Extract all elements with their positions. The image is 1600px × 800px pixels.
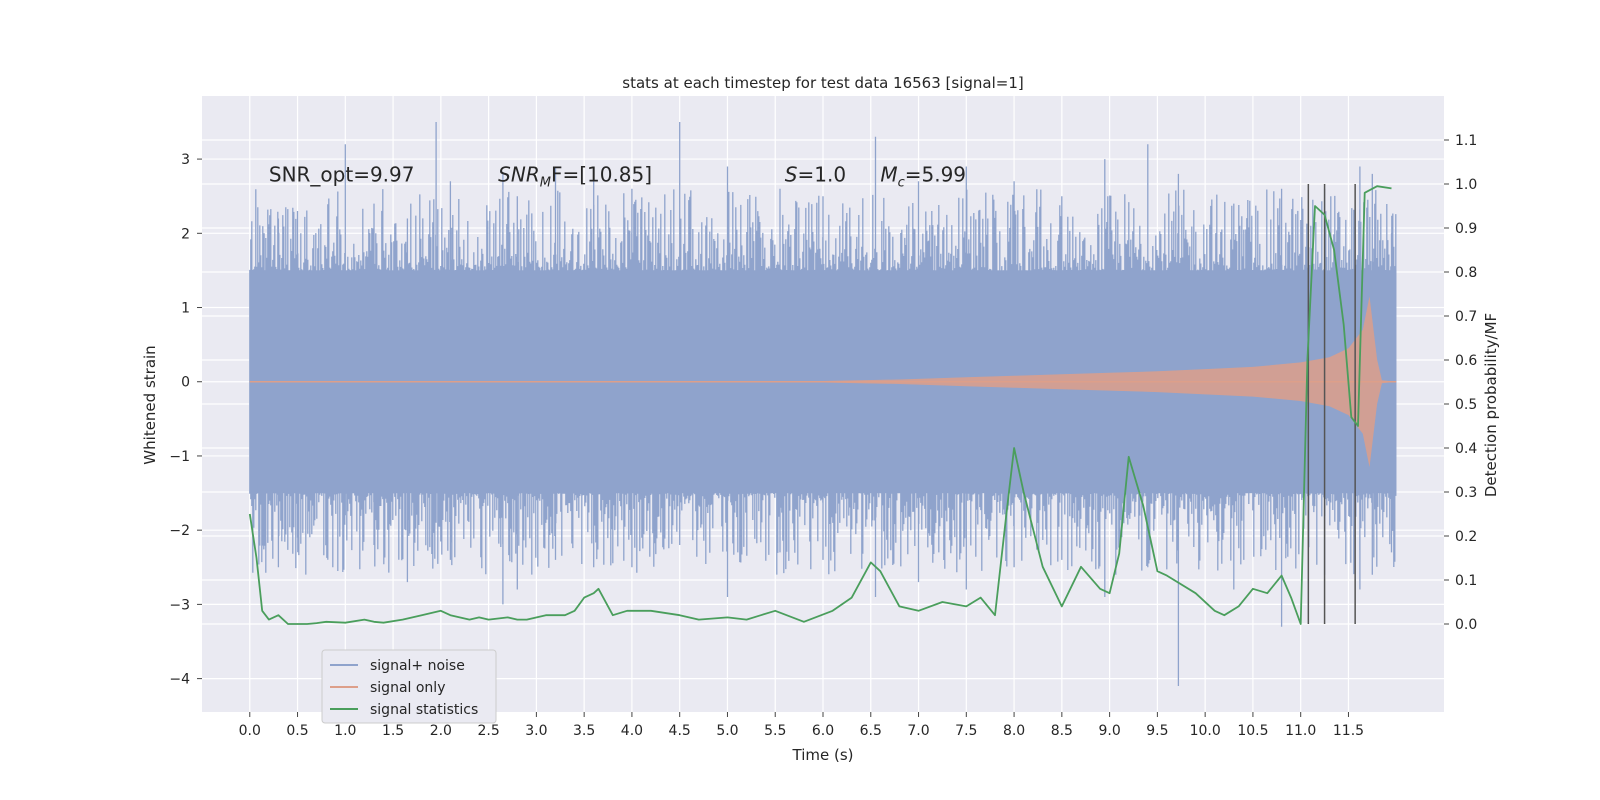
y2-tick-label-7: 0.7 [1455,309,1477,325]
x-tick-label-8: 4.0 [621,723,643,739]
y-tick-label-0: −4 [169,672,190,688]
annotations: SNR_opt=9.97 SNRMF=[10.85] S=1.0 Mc=5.99 [269,162,966,190]
x-tick-label-23: 11.5 [1333,723,1364,739]
annotation-1: SNRMF=[10.85] [498,162,652,190]
x-axis-label: Time (s) [792,746,854,764]
y2-tick-label-10: 1.0 [1455,177,1477,193]
vertical-markers [1307,184,1356,624]
x-tick-label-3: 1.5 [382,723,404,739]
x-tick-label-2: 1.0 [334,723,356,739]
annotation-2: S=1.0 [785,162,846,186]
x-tick-label-10: 5.0 [716,723,738,739]
y-tick-label-1: −3 [169,597,190,613]
y-axis-ticks: −4 −3 −2 −1 0 1 2 3 [169,152,202,688]
y2-tick-label-0: 0.0 [1455,617,1477,633]
y2-tick-label-9: 0.9 [1455,221,1477,237]
x-tick-label-0: 0.0 [239,723,261,739]
x-axis-ticks: 0.0 0.5 1.0 1.5 2.0 2.5 3.0 3.5 4.0 4.5 5.0 5.5 6.0 6… [239,712,1364,739]
x-tick-label-22: 11.0 [1285,723,1316,739]
y-tick-label-4: 0 [181,375,190,391]
x-tick-label-16: 8.0 [1003,723,1025,739]
x-tick-label-17: 8.5 [1051,723,1073,739]
y-axis-label: Whitened strain [141,345,159,464]
x-tick-label-18: 9.0 [1098,723,1120,739]
x-tick-label-20: 10.0 [1190,723,1221,739]
stats-line [248,185,1392,625]
series-signal-statistics [248,185,1392,625]
y2-tick-label-11: 1.1 [1455,133,1477,149]
legend-label-1: signal only [370,680,445,696]
x-tick-label-4: 2.0 [430,723,452,739]
y-tick-label-6: 2 [181,226,190,242]
series-signal-only [249,296,1397,468]
x-tick-label-9: 4.5 [669,723,691,739]
x-tick-label-13: 6.5 [860,723,882,739]
x-tick-label-5: 2.5 [477,723,499,739]
x-tick-label-12: 6.0 [812,723,834,739]
y2-tick-label-6: 0.6 [1455,353,1477,369]
y-tick-label-3: −1 [169,449,190,465]
annotation-3: Mc=5.99 [880,162,966,190]
y-tick-label-5: 1 [181,301,190,317]
x-tick-label-11: 5.5 [764,723,786,739]
y2-tick-label-8: 0.8 [1455,265,1477,281]
y2-tick-label-5: 0.5 [1455,397,1477,413]
y2-tick-label-2: 0.2 [1455,529,1477,545]
x-tick-label-14: 7.0 [907,723,929,739]
x-tick-label-19: 9.5 [1146,723,1168,739]
y2-tick-label-1: 0.1 [1455,573,1477,589]
x-tick-label-15: 7.5 [955,723,977,739]
x-tick-label-1: 0.5 [286,723,308,739]
y2-axis-label: Detection probability/MF [1482,313,1500,497]
legend-label-2: signal statistics [370,702,478,718]
y2-tick-label-4: 0.4 [1455,441,1477,457]
legend: signal+ noise signal only signal statistic… [321,649,497,724]
y2-tick-label-3: 0.3 [1455,485,1477,501]
legend-label-0: signal+ noise [370,658,465,674]
y2-axis-ticks: 0.0 0.1 0.2 0.3 0.4 0.5 0.6 0.7 0.8 0.9 1.0 1.1 [1444,133,1477,633]
legend-box [321,649,497,724]
y-tick-label-7: 3 [181,152,190,168]
chart-title: stats at each timestep for test data 165… [622,74,1023,92]
x-tick-label-21: 10.5 [1237,723,1268,739]
x-tick-label-6: 3.0 [525,723,547,739]
annotation-0: SNR_opt=9.97 [269,162,415,186]
x-tick-label-7: 3.5 [573,723,595,739]
y-tick-label-2: −2 [169,523,190,539]
